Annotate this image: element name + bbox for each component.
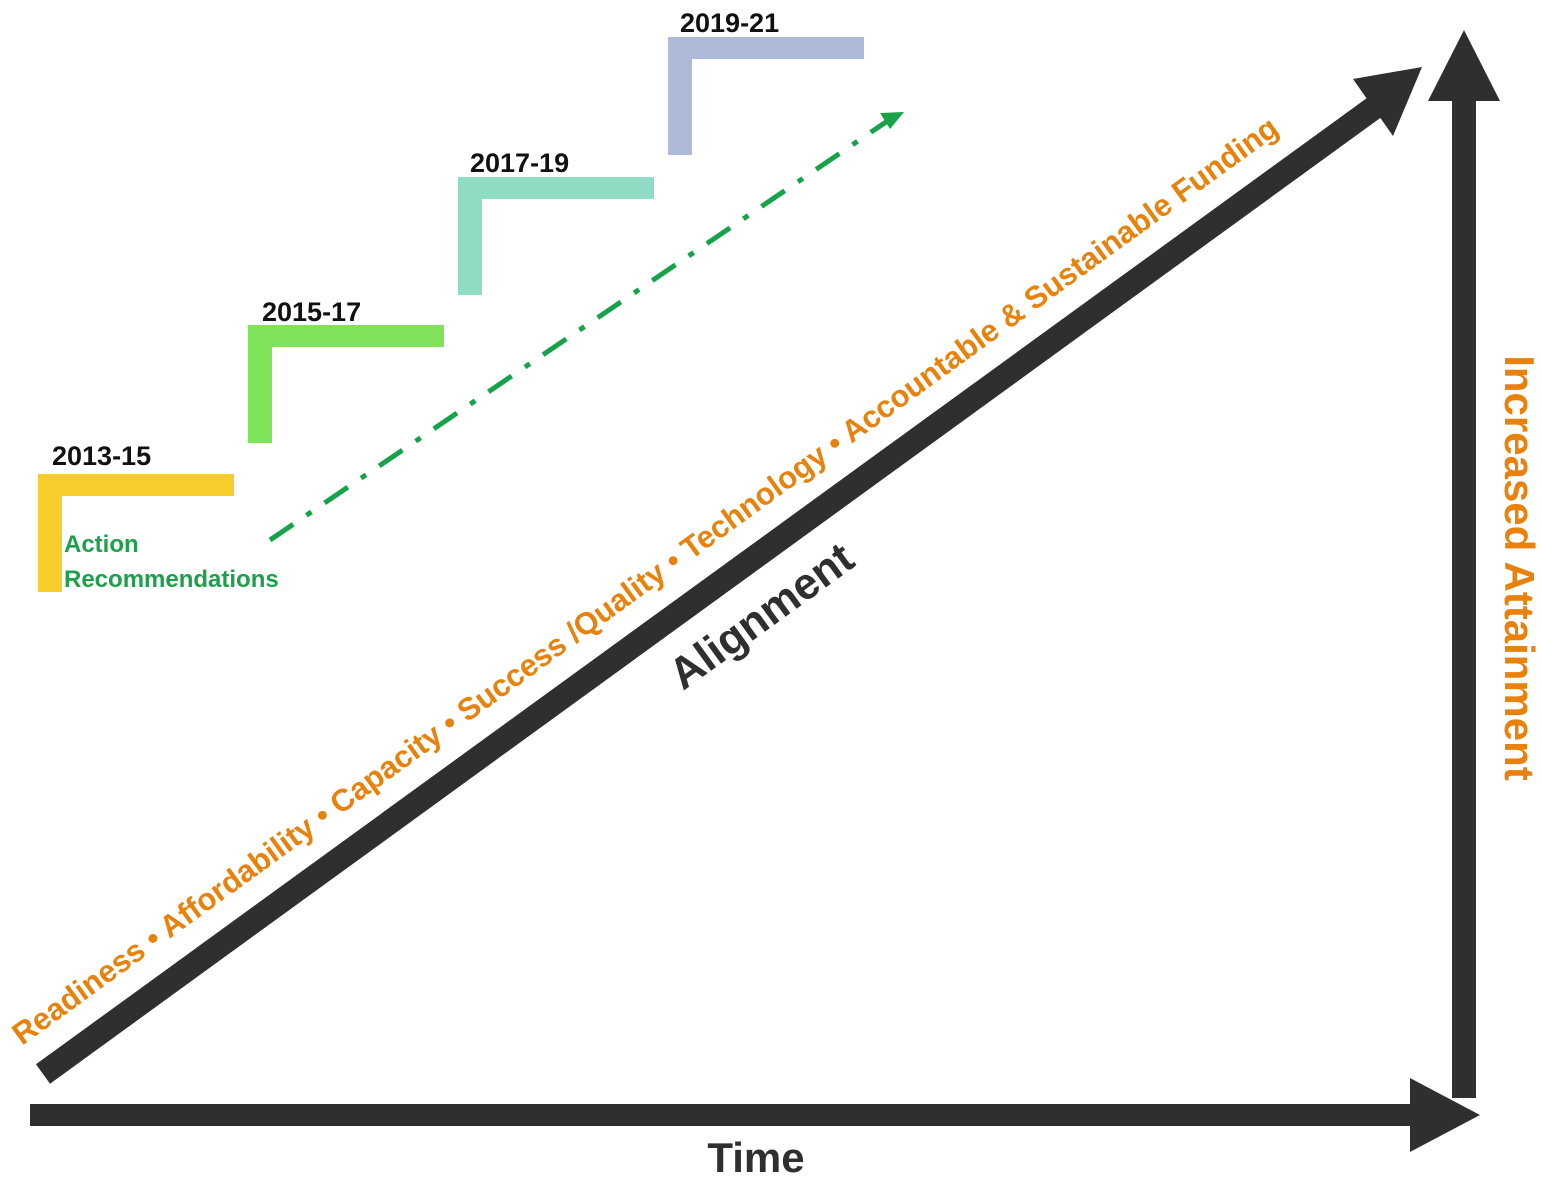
attainment-axis-label: Increased Attainment — [1496, 355, 1542, 781]
attainment-axis-shaft — [1452, 92, 1476, 1098]
step-bracket-side — [38, 474, 62, 592]
step-bracket-top — [458, 177, 654, 199]
step-2013-15: 2013-15 — [38, 441, 234, 592]
step-bracket-top — [248, 325, 444, 347]
step-bracket-top — [38, 474, 234, 496]
action-label-line2: Recommendations — [64, 566, 279, 593]
step-bracket-side — [458, 177, 482, 295]
attainment-axis — [1428, 30, 1500, 1098]
time-axis-shaft — [30, 1104, 1422, 1126]
action-recommendations-label: Action Recommendations — [64, 531, 279, 593]
alignment-arrowhead — [1353, 67, 1422, 136]
alignment-arrow — [35, 67, 1422, 1084]
attainment-axis-arrowhead — [1428, 30, 1500, 101]
action-label-line1: Action — [64, 531, 139, 558]
step-label: 2013-15 — [52, 441, 151, 471]
step-2015-17: 2015-17 — [248, 297, 444, 443]
step-label: 2019-21 — [680, 8, 779, 38]
step-label: 2015-17 — [262, 297, 361, 327]
action-progress-arrow — [268, 112, 904, 543]
dash-dot-arrowhead — [880, 112, 904, 129]
step-label: 2017-19 — [470, 148, 569, 178]
step-bracket-side — [668, 37, 692, 155]
step-bracket-side — [248, 325, 272, 443]
time-axis-arrowhead — [1410, 1078, 1480, 1152]
dash-dot-line — [268, 119, 888, 543]
step-2019-21: 2019-21 — [668, 8, 864, 155]
step-bracket-top — [668, 37, 864, 59]
step-2017-19: 2017-19 — [458, 148, 654, 295]
time-axis-label: Time — [707, 1134, 804, 1178]
alignment-arrow-shaft — [35, 97, 1383, 1084]
time-axis — [30, 1078, 1480, 1152]
